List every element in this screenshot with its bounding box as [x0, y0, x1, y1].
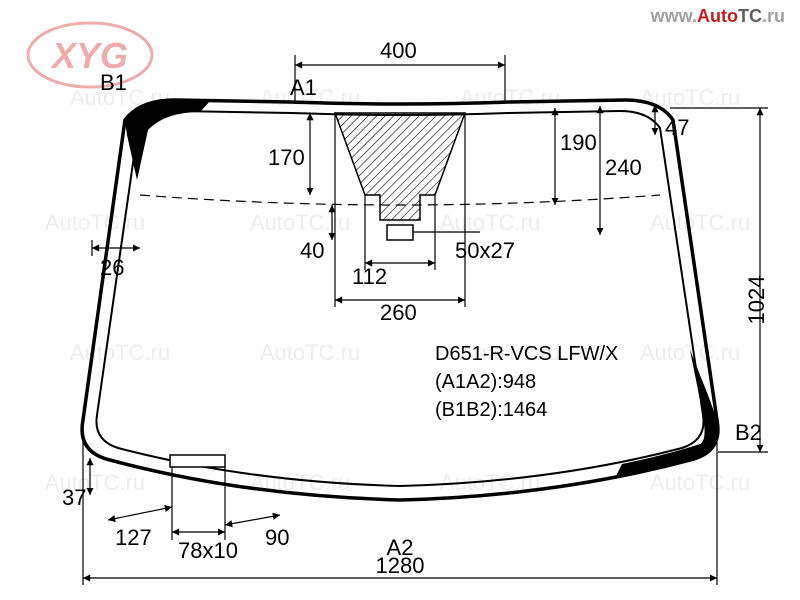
dim-50x27: 50x27 [455, 238, 515, 263]
xyg-logo: XYG [28, 23, 152, 87]
dim-1024: 1024 [744, 276, 769, 325]
windshield-drawing: AutoTC.ru AutoTC.ru AutoTC.ru AutoTC.ru … [0, 0, 800, 600]
sensor-area [335, 113, 465, 220]
dim-40: 40 [300, 238, 324, 263]
dim-1280: 1280 [376, 553, 425, 578]
part-code: D651-R-VCS LFW/X [435, 343, 618, 365]
part-a1a2: (A1A2):948 [435, 371, 536, 393]
dim-112: 112 [352, 264, 387, 289]
part-b1b2: (B1B2):1464 [435, 399, 547, 421]
svg-text:AutoTC.ru: AutoTC.ru [460, 85, 560, 110]
dim-170: 170 [268, 145, 305, 170]
label-b2: B2 [735, 420, 762, 445]
svg-text:AutoTC.ru: AutoTC.ru [650, 470, 750, 495]
svg-text:AutoTC.ru: AutoTC.ru [650, 210, 750, 235]
corner-b1 [125, 100, 210, 180]
label-a1: A1 [290, 75, 317, 100]
sensor-cutout [387, 225, 413, 240]
dim-240: 240 [605, 155, 642, 180]
label-b1: B1 [100, 70, 127, 95]
website-url: www.AutoTC.ru [650, 6, 785, 26]
dim-260: 260 [380, 300, 417, 325]
dim-127: 127 [115, 525, 152, 550]
dim-26: 26 [100, 255, 124, 280]
vin-window [170, 455, 225, 467]
svg-text:AutoTC.ru: AutoTC.ru [640, 340, 740, 365]
svg-text:AutoTC.ru: AutoTC.ru [45, 470, 145, 495]
dim-90: 90 [265, 525, 289, 550]
svg-text:AutoTC.ru: AutoTC.ru [260, 340, 360, 365]
dim-190: 190 [560, 130, 597, 155]
part-info: D651-R-VCS LFW/X (A1A2):948 (B1B2):1464 [435, 343, 618, 421]
svg-text:AutoTC.ru: AutoTC.ru [440, 210, 540, 235]
svg-text:AutoTC.ru: AutoTC.ru [45, 210, 145, 235]
svg-text:AutoTC.ru: AutoTC.ru [70, 340, 170, 365]
dim-47: 47 [665, 115, 689, 140]
dim-400: 400 [380, 38, 417, 63]
dim-78x10: 78x10 [178, 538, 238, 563]
